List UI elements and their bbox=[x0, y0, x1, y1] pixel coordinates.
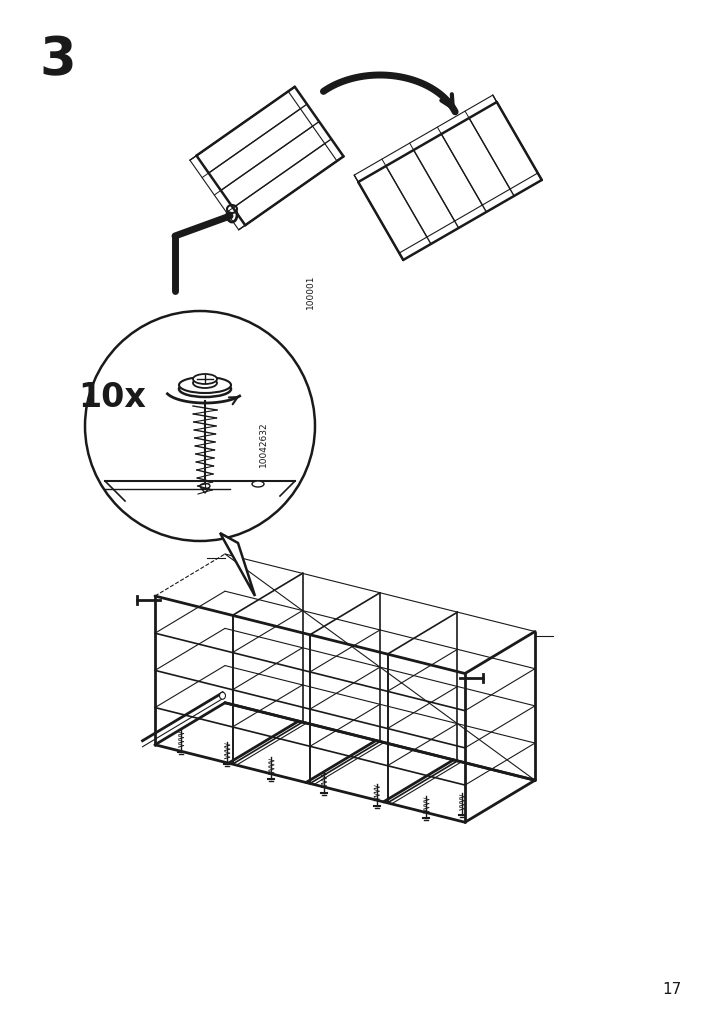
Ellipse shape bbox=[219, 693, 226, 700]
Text: 100001: 100001 bbox=[306, 274, 314, 309]
Ellipse shape bbox=[227, 209, 237, 222]
Text: 10x: 10x bbox=[78, 380, 146, 413]
Polygon shape bbox=[220, 534, 255, 596]
Text: 3: 3 bbox=[39, 34, 76, 86]
Text: 17: 17 bbox=[663, 982, 682, 997]
Ellipse shape bbox=[193, 375, 217, 384]
Ellipse shape bbox=[200, 484, 210, 489]
Ellipse shape bbox=[193, 379, 217, 388]
Ellipse shape bbox=[179, 378, 231, 393]
Text: 10042632: 10042632 bbox=[258, 421, 268, 466]
Circle shape bbox=[85, 311, 315, 542]
Ellipse shape bbox=[179, 381, 231, 397]
Ellipse shape bbox=[227, 206, 237, 213]
Ellipse shape bbox=[252, 481, 264, 487]
